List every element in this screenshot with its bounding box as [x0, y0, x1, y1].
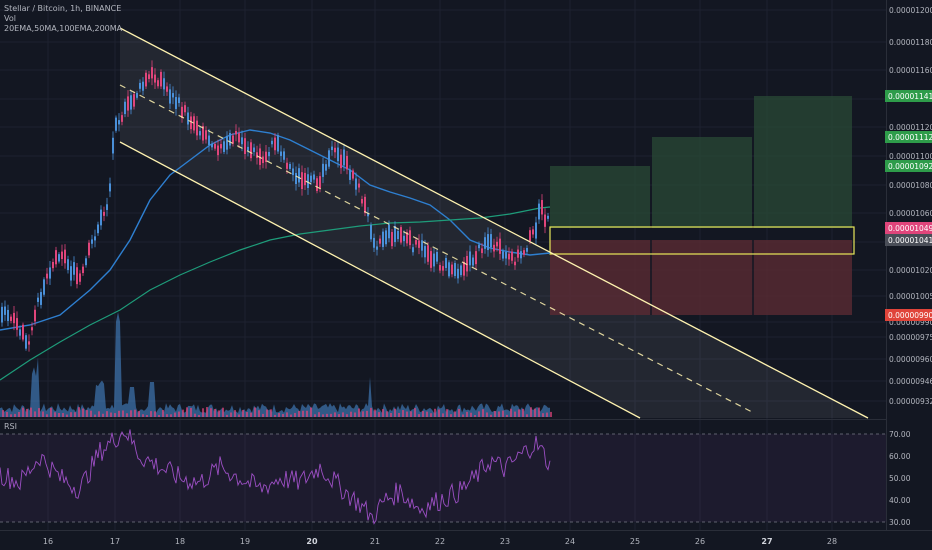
- rsi-tick: 60.00: [889, 452, 911, 461]
- volume-area: [0, 312, 552, 417]
- moving-averages: [0, 129, 551, 381]
- price-label-bg: [885, 222, 932, 234]
- rsi-tick: 30.00: [889, 518, 911, 527]
- price-label-bg: [885, 234, 932, 246]
- channel-mid: [119, 84, 753, 413]
- price-tick: 0.00001100: [889, 152, 932, 161]
- price-label: 0.00001092: [888, 162, 932, 171]
- trade-zones: [549, 96, 855, 315]
- price-label-bg: [885, 90, 932, 102]
- price-tick: 0.00001080: [889, 181, 932, 190]
- price-tick: 0.00001180: [889, 38, 932, 47]
- price-tick: 0.00001160: [889, 66, 932, 75]
- price-label-bg: [885, 309, 932, 321]
- stop-zone: [550, 240, 852, 315]
- entry-box: [549, 226, 855, 255]
- time-tick: 22: [435, 537, 445, 546]
- target-zone-1: [550, 166, 650, 228]
- time-tick: 25: [630, 537, 640, 546]
- price-axis[interactable]: 0.000012000.000011800.000011600.00001140…: [889, 6, 932, 527]
- price-tick: 0.00001060: [889, 209, 932, 218]
- ema-line: [0, 129, 551, 331]
- rsi-tick: 50.00: [889, 474, 911, 483]
- ma-line: [0, 206, 551, 381]
- price-tick: 0.00000946: [889, 377, 932, 386]
- time-tick: 23: [500, 537, 510, 546]
- price-tick: 0.00001120: [889, 123, 932, 132]
- rsi-tick: 40.00: [889, 496, 911, 505]
- volume-label[interactable]: Vol: [4, 14, 16, 23]
- price-tick: 0.00000990: [889, 318, 932, 327]
- candles: [1, 60, 549, 352]
- price-label: 0.00001112: [888, 133, 932, 142]
- price-tick: 0.00001005: [889, 292, 932, 301]
- time-tick: 17: [110, 537, 120, 546]
- time-tick: 19: [240, 537, 250, 546]
- indicators-label[interactable]: 20EMA,50MA,100EMA,200MA: [4, 24, 123, 33]
- channel-lines: [119, 27, 869, 419]
- symbol-title[interactable]: Stellar / Bitcoin, 1h, BINANCE: [4, 4, 122, 13]
- rsi-tick: 70.00: [889, 430, 911, 439]
- price-tick: 0.00000932: [889, 397, 932, 406]
- time-tick: 28: [827, 537, 837, 546]
- target-zone-3: [754, 96, 852, 228]
- price-tick: 0.00000975: [889, 333, 932, 342]
- time-tick: 20: [306, 537, 318, 546]
- price-label: 0.00001141: [888, 92, 932, 101]
- time-tick: 24: [565, 537, 575, 546]
- price-labels: 0.00001141 0.00001112 0.00001092 0.00001049…: [885, 90, 932, 321]
- time-tick: 26: [695, 537, 705, 546]
- price-label: 0.00001049: [888, 224, 932, 233]
- time-tick: 18: [175, 537, 185, 546]
- time-axis[interactable]: 16 17 18 19 20 21 22 23 24 25 26 27 28: [43, 537, 837, 546]
- channel-upper: [119, 27, 869, 419]
- price-label-bg: [885, 131, 932, 143]
- time-tick: 27: [761, 537, 772, 546]
- rsi-line: [0, 429, 551, 525]
- target-zone-2: [652, 137, 752, 228]
- rsi-band: [0, 434, 886, 522]
- price-tick: 0.00000960: [889, 355, 932, 364]
- time-tick: 21: [370, 537, 380, 546]
- price-tick: 0.00001200: [889, 6, 932, 15]
- chart-legend: Stellar / Bitcoin, 1h, BINANCE Vol 20EMA…: [4, 4, 122, 34]
- rsi-pane: [0, 429, 886, 525]
- rsi-label[interactable]: RSI: [4, 422, 17, 431]
- price-label: 0.00001041: [888, 236, 932, 245]
- price-label-bg: [885, 160, 932, 172]
- channel-lower: [119, 141, 641, 419]
- time-tick: 16: [43, 537, 53, 546]
- price-tick: 0.00001020: [889, 266, 932, 275]
- price-label: 0.00000990: [888, 311, 932, 320]
